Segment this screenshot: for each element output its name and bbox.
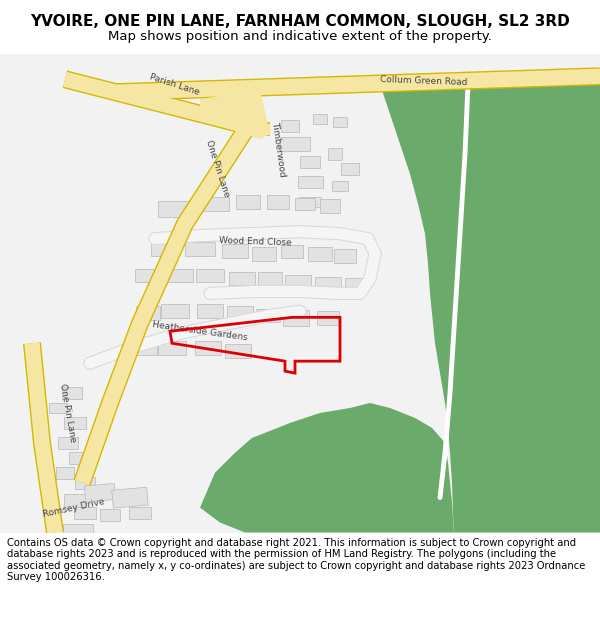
Bar bbox=[69, 452, 91, 464]
Bar bbox=[133, 341, 157, 355]
Bar bbox=[62, 387, 82, 399]
Bar bbox=[308, 247, 332, 261]
Text: Wood End Close: Wood End Close bbox=[218, 236, 292, 248]
Polygon shape bbox=[200, 403, 454, 532]
Bar bbox=[163, 269, 193, 282]
Bar bbox=[222, 244, 248, 258]
Bar bbox=[256, 309, 280, 322]
Text: Contains OS data © Crown copyright and database right 2021. This information is : Contains OS data © Crown copyright and d… bbox=[7, 538, 586, 582]
Bar bbox=[283, 311, 309, 326]
Bar bbox=[197, 304, 223, 318]
Bar bbox=[334, 249, 356, 262]
Bar bbox=[299, 197, 321, 207]
Bar bbox=[64, 417, 86, 429]
Bar bbox=[280, 137, 310, 151]
Bar bbox=[295, 198, 315, 210]
Text: One Pin Lane: One Pin Lane bbox=[58, 383, 77, 443]
Bar bbox=[201, 197, 229, 211]
Bar bbox=[161, 304, 189, 318]
Bar bbox=[333, 117, 347, 127]
Bar bbox=[75, 477, 95, 489]
Bar bbox=[315, 276, 341, 291]
Bar bbox=[227, 306, 253, 321]
Bar bbox=[135, 269, 161, 282]
Bar bbox=[345, 279, 365, 292]
Bar bbox=[281, 245, 303, 258]
Bar bbox=[196, 269, 224, 282]
Bar bbox=[341, 163, 359, 175]
Bar bbox=[63, 524, 93, 538]
Text: Map shows position and indicative extent of the property.: Map shows position and indicative extent… bbox=[108, 30, 492, 43]
Bar bbox=[85, 483, 116, 502]
Bar bbox=[58, 437, 78, 449]
Bar bbox=[64, 494, 86, 508]
Text: Heatherside Gardens: Heatherside Gardens bbox=[152, 320, 248, 342]
Text: Romsey Drive: Romsey Drive bbox=[42, 497, 106, 519]
Bar bbox=[49, 403, 67, 413]
Bar bbox=[157, 201, 193, 217]
Bar bbox=[100, 509, 120, 521]
Bar bbox=[332, 181, 348, 191]
Bar bbox=[225, 344, 251, 358]
Text: Parish Lane: Parish Lane bbox=[148, 72, 200, 97]
Bar bbox=[129, 507, 151, 519]
Bar bbox=[281, 120, 299, 132]
Bar bbox=[56, 467, 74, 479]
Bar bbox=[320, 199, 340, 212]
Text: One Pin Lane: One Pin Lane bbox=[205, 139, 232, 199]
Bar bbox=[158, 341, 186, 355]
Bar bbox=[236, 195, 260, 209]
Polygon shape bbox=[380, 84, 600, 532]
Bar bbox=[285, 274, 311, 289]
Bar bbox=[136, 306, 160, 321]
Bar bbox=[151, 242, 179, 256]
Bar bbox=[258, 271, 282, 286]
Bar bbox=[252, 247, 276, 261]
Text: Collum Green Road: Collum Green Road bbox=[380, 75, 467, 88]
Polygon shape bbox=[200, 89, 270, 139]
Bar bbox=[298, 176, 323, 188]
Bar bbox=[328, 148, 342, 160]
Bar bbox=[300, 156, 320, 168]
Bar bbox=[74, 507, 96, 519]
Text: YVOIRE, ONE PIN LANE, FARNHAM COMMON, SLOUGH, SL2 3RD: YVOIRE, ONE PIN LANE, FARNHAM COMMON, SL… bbox=[30, 14, 570, 29]
Bar bbox=[195, 341, 221, 355]
Bar bbox=[317, 311, 339, 325]
Bar bbox=[313, 114, 327, 124]
Text: Timberwood: Timberwood bbox=[269, 121, 286, 177]
Bar bbox=[185, 242, 215, 256]
Bar bbox=[267, 195, 289, 209]
Bar bbox=[229, 271, 255, 286]
Bar bbox=[112, 487, 148, 508]
